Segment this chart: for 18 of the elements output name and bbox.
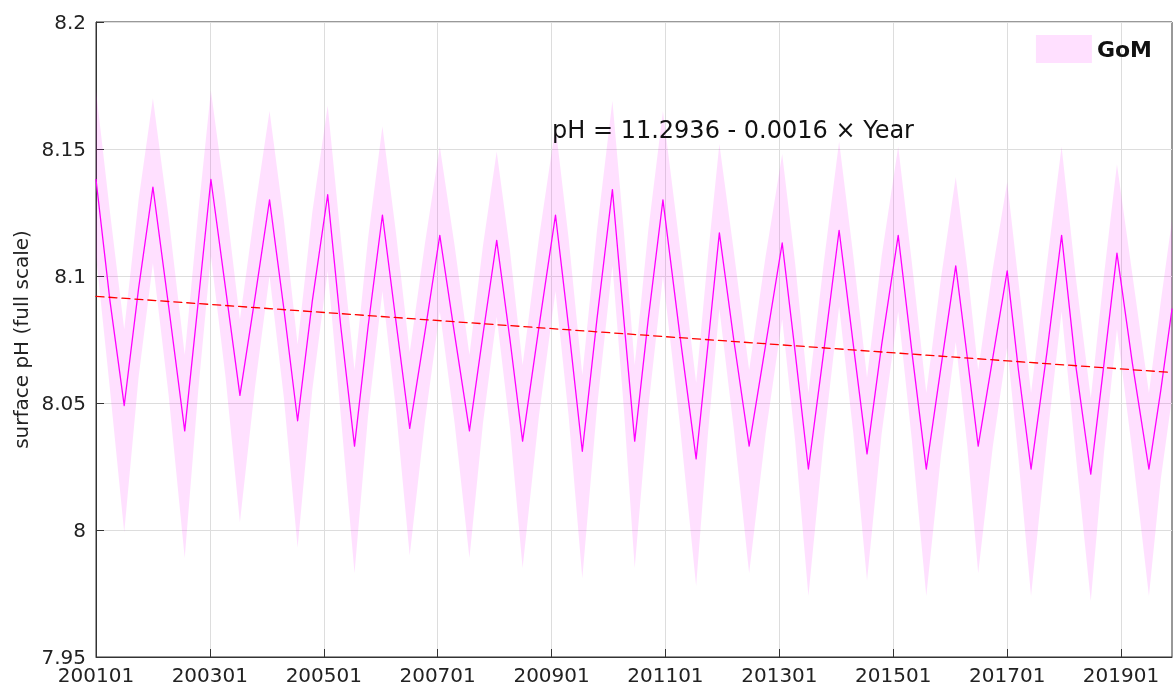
y-tick-label: 8.15 (41, 137, 86, 161)
x-tick-label: 200301 (171, 663, 248, 687)
y-tick-label: 8.1 (54, 264, 86, 288)
x-tick-label: 201501 (855, 663, 932, 687)
legend-label: GoM (1096, 36, 1153, 62)
y-tick-label: 8.05 (41, 391, 86, 415)
x-tick-label: 200501 (285, 663, 362, 687)
x-tick-label: 200901 (513, 663, 590, 687)
y-tick-label: 8 (73, 518, 86, 542)
y-tick-label: 8.2 (54, 10, 86, 34)
x-tick-label: 200701 (399, 663, 476, 687)
annotation: pH = 11.2936 - 0.0016 × Year (552, 116, 915, 144)
x-tick-label: 201101 (627, 663, 704, 687)
x-tick-label: 201701 (969, 663, 1046, 687)
x-tick-label: 201901 (1082, 663, 1160, 687)
line-series (95, 178, 1173, 475)
y-axis-title: surface pH (full scale) (8, 230, 33, 449)
x-tick-label: 201301 (741, 663, 818, 687)
